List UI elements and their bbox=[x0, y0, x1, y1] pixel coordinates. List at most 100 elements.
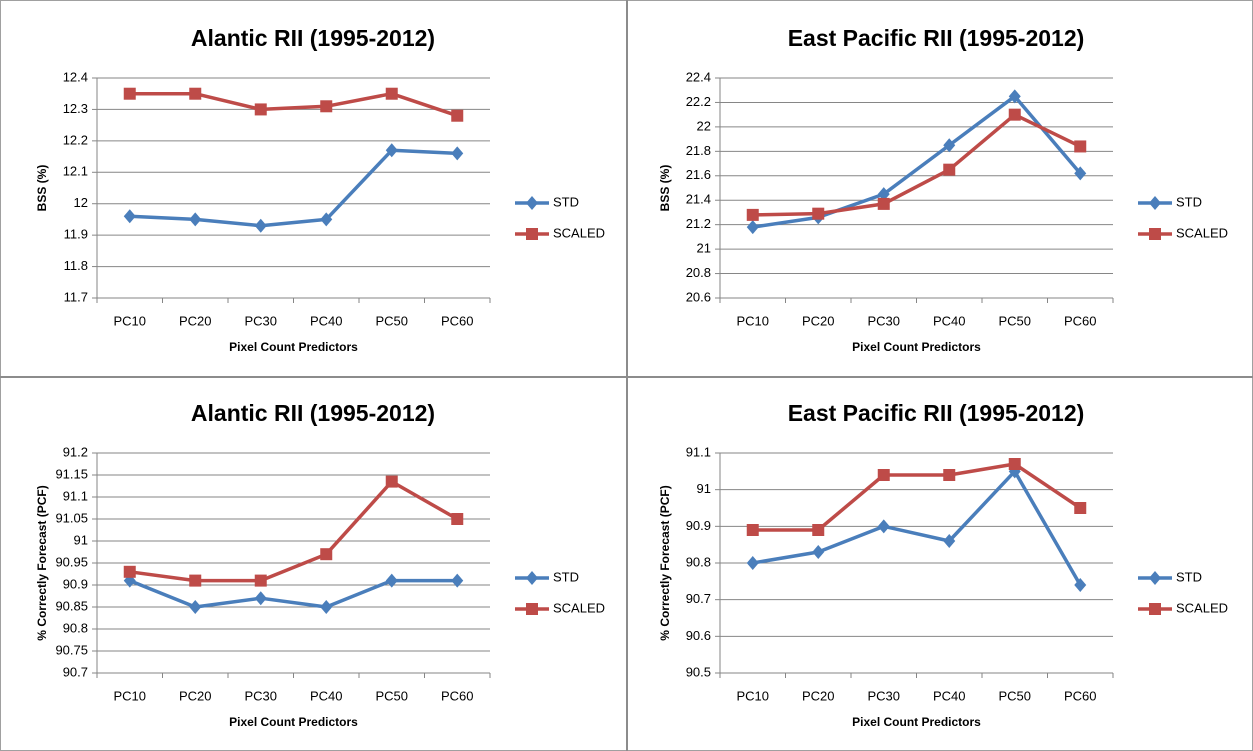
point bbox=[746, 556, 759, 570]
point bbox=[451, 146, 464, 161]
x-tick-label: PC20 bbox=[179, 313, 212, 328]
y-tick-label: 90.75 bbox=[55, 642, 88, 657]
point bbox=[385, 143, 398, 158]
legend-label: STD bbox=[553, 194, 579, 209]
x-axis-title: Pixel Count Predictors bbox=[852, 340, 981, 354]
x-tick-label: PC40 bbox=[310, 313, 343, 328]
y-tick-label: 90.8 bbox=[63, 620, 88, 635]
point bbox=[943, 534, 956, 548]
x-tick-label: PC10 bbox=[736, 688, 769, 703]
legend-marker bbox=[1149, 196, 1161, 210]
point bbox=[320, 600, 333, 614]
point bbox=[385, 475, 398, 488]
y-tick-label: 90.85 bbox=[55, 598, 88, 613]
y-tick-label: 22.2 bbox=[686, 94, 711, 109]
y-tick-label: 90.95 bbox=[55, 554, 88, 569]
point bbox=[123, 565, 136, 578]
point bbox=[943, 469, 956, 481]
x-tick-label: PC40 bbox=[933, 688, 966, 703]
legend-marker bbox=[526, 571, 538, 585]
y-tick-label: 20.8 bbox=[686, 265, 711, 280]
point bbox=[254, 574, 267, 587]
x-tick-label: PC20 bbox=[179, 688, 212, 703]
x-axis-title: Pixel Count Predictors bbox=[229, 715, 358, 729]
y-tick-label: 90.7 bbox=[63, 664, 88, 679]
y-tick-label: 90.5 bbox=[686, 664, 711, 679]
y-tick-label: 91.2 bbox=[63, 444, 88, 459]
y-tick-label: 90.9 bbox=[63, 576, 88, 591]
legend-label: STD bbox=[553, 569, 579, 584]
x-tick-label: PC30 bbox=[244, 688, 277, 703]
y-tick-label: 91.15 bbox=[55, 466, 88, 481]
line bbox=[752, 94, 1082, 229]
x-tick-label: PC10 bbox=[113, 313, 146, 328]
point bbox=[1008, 89, 1021, 104]
x-tick-label: PC50 bbox=[998, 688, 1031, 703]
y-axis-title: BSS (%) bbox=[35, 165, 49, 212]
line bbox=[129, 148, 458, 228]
y-tick-label: 21.6 bbox=[686, 167, 711, 182]
x-axis-title: Pixel Count Predictors bbox=[229, 340, 358, 354]
x-tick-label: PC30 bbox=[867, 313, 900, 328]
point bbox=[746, 208, 759, 221]
y-axis-title: BSS (%) bbox=[658, 165, 672, 212]
x-tick-label: PC50 bbox=[998, 313, 1031, 328]
legend-marker bbox=[526, 196, 538, 210]
y-tick-label: 21.8 bbox=[686, 143, 711, 158]
point bbox=[451, 109, 464, 122]
point bbox=[1008, 458, 1021, 470]
x-tick-label: PC50 bbox=[375, 688, 408, 703]
y-tick-label: 90.8 bbox=[686, 554, 711, 569]
y-tick-label: 12.3 bbox=[63, 101, 88, 116]
point bbox=[320, 100, 333, 113]
point bbox=[943, 138, 956, 153]
point bbox=[123, 87, 136, 100]
point bbox=[812, 207, 825, 220]
point bbox=[877, 519, 890, 534]
point bbox=[1074, 502, 1087, 514]
point bbox=[254, 591, 267, 606]
y-tick-label: 91 bbox=[697, 481, 711, 496]
legend-marker bbox=[1149, 228, 1161, 240]
chart-title: East Pacific RII (1995-2012) bbox=[788, 25, 1085, 51]
y-axis-title: % Correctly Forecast (PCF) bbox=[35, 485, 49, 640]
y-tick-label: 12.4 bbox=[63, 69, 88, 84]
x-tick-label: PC60 bbox=[1064, 688, 1097, 703]
point bbox=[189, 87, 202, 100]
y-tick-label: 11.7 bbox=[64, 289, 88, 304]
line bbox=[752, 469, 1082, 586]
legend-label: SCALED bbox=[553, 600, 605, 615]
y-tick-label: 90.7 bbox=[686, 591, 711, 606]
chart-title: East Pacific RII (1995-2012) bbox=[788, 400, 1085, 426]
point bbox=[1074, 166, 1087, 181]
point bbox=[254, 218, 267, 233]
point bbox=[1074, 578, 1087, 592]
x-tick-label: PC50 bbox=[375, 313, 408, 328]
point bbox=[877, 197, 890, 210]
line bbox=[752, 112, 1082, 217]
y-tick-label: 21.4 bbox=[686, 192, 711, 207]
x-tick-label: PC40 bbox=[310, 688, 343, 703]
y-tick-label: 11.8 bbox=[64, 258, 88, 273]
y-tick-label: 21 bbox=[697, 241, 711, 256]
point bbox=[746, 524, 759, 536]
y-tick-label: 90.9 bbox=[686, 518, 711, 533]
legend-marker bbox=[526, 603, 538, 615]
point bbox=[943, 163, 956, 176]
legend-label: STD bbox=[1176, 569, 1202, 584]
legend-label: SCALED bbox=[1176, 225, 1228, 240]
y-axis-title: % Correctly Forecast (PCF) bbox=[658, 485, 672, 640]
legend-label: STD bbox=[1176, 194, 1202, 209]
point bbox=[385, 87, 398, 100]
y-tick-label: 22.4 bbox=[686, 69, 711, 84]
x-axis-title: Pixel Count Predictors bbox=[852, 715, 981, 729]
legend-marker bbox=[526, 228, 538, 240]
legend-marker bbox=[1149, 571, 1161, 585]
point bbox=[877, 469, 890, 481]
y-tick-label: 22 bbox=[697, 118, 711, 133]
point bbox=[746, 220, 759, 235]
point bbox=[877, 187, 890, 202]
y-tick-label: 12 bbox=[74, 195, 88, 210]
y-tick-label: 21.2 bbox=[686, 216, 711, 231]
